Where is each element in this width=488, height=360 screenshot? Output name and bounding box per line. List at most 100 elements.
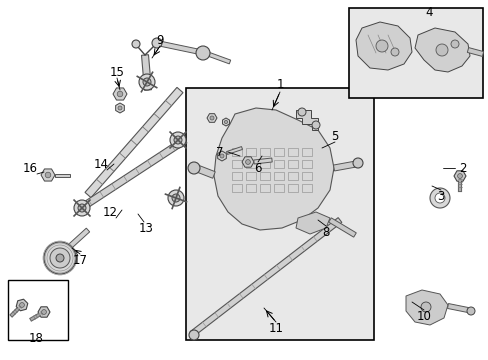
Bar bbox=[273, 160, 284, 168]
Circle shape bbox=[352, 158, 362, 168]
Bar bbox=[260, 160, 269, 168]
Bar bbox=[231, 160, 242, 168]
Polygon shape bbox=[453, 171, 465, 181]
Circle shape bbox=[390, 48, 398, 56]
Text: 3: 3 bbox=[436, 189, 444, 202]
Bar bbox=[8, 280, 68, 340]
Bar bbox=[287, 172, 297, 180]
Bar bbox=[231, 148, 242, 156]
Polygon shape bbox=[113, 88, 127, 100]
Circle shape bbox=[375, 40, 387, 52]
Text: 4: 4 bbox=[425, 5, 432, 18]
Bar bbox=[245, 172, 256, 180]
Circle shape bbox=[117, 91, 122, 97]
Bar bbox=[302, 172, 311, 180]
Polygon shape bbox=[141, 55, 151, 90]
Polygon shape bbox=[41, 169, 55, 181]
Circle shape bbox=[187, 162, 200, 174]
Polygon shape bbox=[328, 218, 356, 237]
Bar bbox=[287, 160, 297, 168]
Text: 18: 18 bbox=[28, 332, 43, 345]
Circle shape bbox=[174, 136, 182, 144]
Circle shape bbox=[450, 40, 458, 48]
Circle shape bbox=[311, 121, 319, 129]
Circle shape bbox=[435, 44, 447, 56]
Circle shape bbox=[44, 242, 76, 274]
Bar bbox=[231, 172, 242, 180]
Circle shape bbox=[74, 200, 90, 216]
Bar bbox=[185, 88, 373, 340]
Circle shape bbox=[20, 303, 24, 307]
Bar bbox=[273, 172, 284, 180]
Polygon shape bbox=[85, 87, 183, 198]
Circle shape bbox=[209, 116, 214, 120]
Circle shape bbox=[172, 194, 180, 202]
Polygon shape bbox=[295, 110, 317, 130]
Circle shape bbox=[132, 40, 140, 48]
Circle shape bbox=[56, 254, 64, 262]
Polygon shape bbox=[207, 52, 230, 64]
Text: 1: 1 bbox=[276, 77, 283, 90]
Polygon shape bbox=[190, 218, 341, 336]
Circle shape bbox=[168, 190, 183, 206]
Circle shape bbox=[429, 188, 449, 208]
Polygon shape bbox=[405, 290, 447, 325]
Bar bbox=[245, 160, 256, 168]
Bar bbox=[231, 184, 242, 192]
Circle shape bbox=[50, 248, 70, 268]
Polygon shape bbox=[253, 158, 272, 164]
Text: 16: 16 bbox=[22, 162, 38, 175]
Circle shape bbox=[189, 330, 199, 340]
Text: 13: 13 bbox=[138, 221, 153, 234]
Circle shape bbox=[78, 204, 86, 212]
Text: 11: 11 bbox=[268, 321, 283, 334]
Circle shape bbox=[245, 159, 250, 165]
Bar bbox=[302, 160, 311, 168]
Circle shape bbox=[220, 154, 224, 158]
Polygon shape bbox=[226, 147, 242, 154]
Circle shape bbox=[118, 106, 122, 110]
Circle shape bbox=[142, 78, 151, 86]
Circle shape bbox=[420, 302, 430, 312]
Polygon shape bbox=[447, 303, 468, 312]
Polygon shape bbox=[214, 108, 333, 230]
Polygon shape bbox=[206, 114, 217, 122]
Text: 17: 17 bbox=[72, 253, 87, 266]
Polygon shape bbox=[467, 48, 483, 57]
Polygon shape bbox=[355, 22, 411, 70]
Polygon shape bbox=[414, 28, 469, 72]
Bar bbox=[287, 148, 297, 156]
Circle shape bbox=[170, 132, 185, 148]
Polygon shape bbox=[333, 161, 356, 171]
Polygon shape bbox=[16, 299, 28, 311]
Bar bbox=[260, 148, 269, 156]
Polygon shape bbox=[38, 307, 50, 317]
Circle shape bbox=[297, 108, 305, 116]
Circle shape bbox=[434, 193, 444, 203]
Polygon shape bbox=[242, 157, 253, 167]
Polygon shape bbox=[116, 103, 124, 113]
Circle shape bbox=[457, 174, 462, 179]
Polygon shape bbox=[76, 137, 186, 213]
Polygon shape bbox=[156, 41, 200, 54]
Polygon shape bbox=[295, 212, 329, 234]
Text: 8: 8 bbox=[322, 225, 329, 238]
Circle shape bbox=[196, 46, 209, 60]
Circle shape bbox=[224, 120, 227, 123]
Bar bbox=[302, 148, 311, 156]
Text: 10: 10 bbox=[416, 310, 430, 323]
Text: 9: 9 bbox=[156, 33, 163, 46]
Bar bbox=[302, 184, 311, 192]
Bar bbox=[287, 184, 297, 192]
Text: 15: 15 bbox=[109, 66, 124, 78]
Text: 7: 7 bbox=[216, 145, 224, 158]
Circle shape bbox=[41, 310, 46, 314]
Circle shape bbox=[45, 172, 51, 178]
Polygon shape bbox=[194, 165, 215, 178]
Polygon shape bbox=[64, 228, 89, 252]
Polygon shape bbox=[55, 174, 70, 176]
Bar bbox=[273, 184, 284, 192]
Text: 6: 6 bbox=[254, 162, 261, 175]
Text: 5: 5 bbox=[331, 130, 338, 143]
Bar bbox=[273, 148, 284, 156]
